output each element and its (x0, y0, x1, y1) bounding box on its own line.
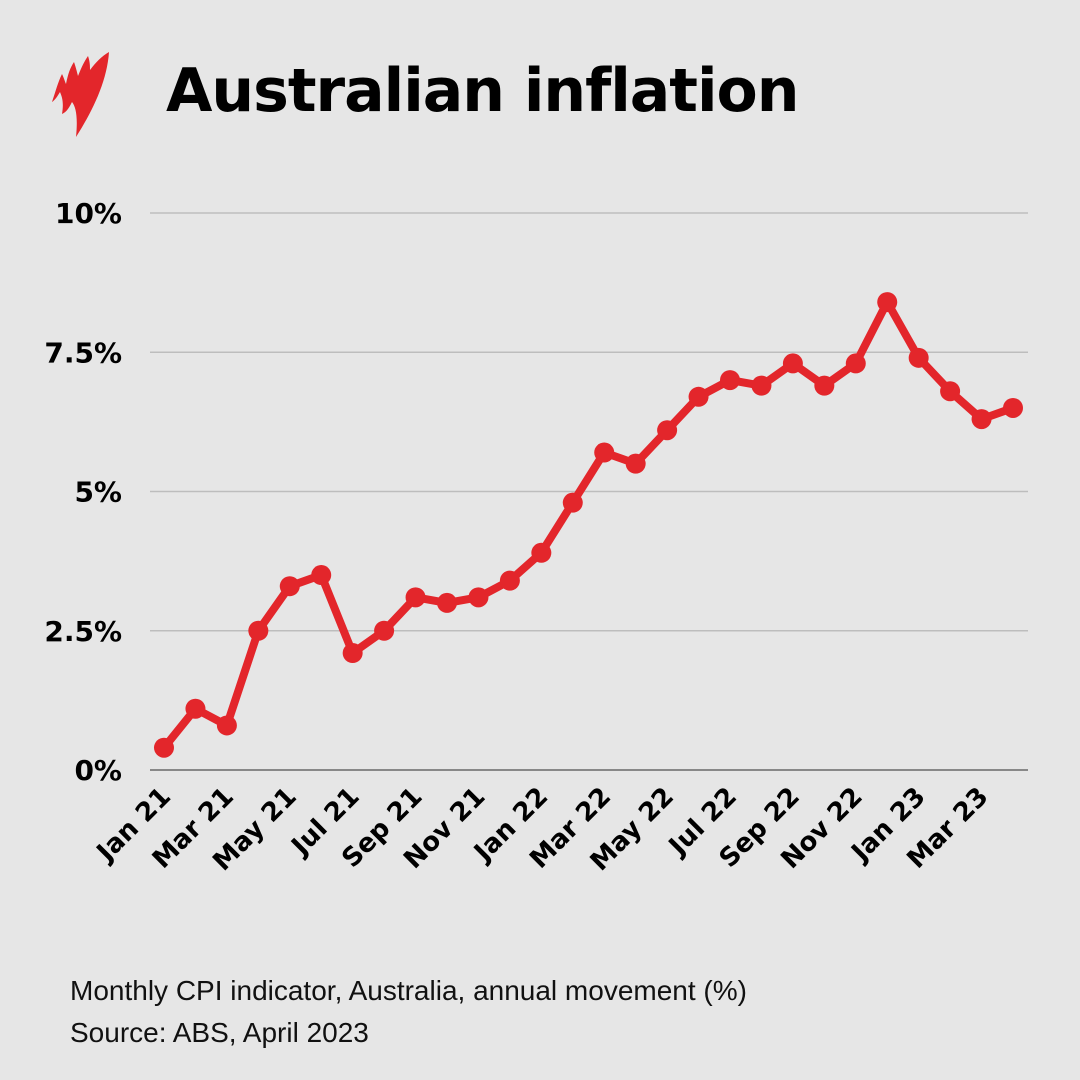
data-point (814, 375, 835, 396)
data-point (657, 420, 678, 441)
data-point (374, 620, 395, 641)
data-point (594, 442, 615, 463)
chart-source: Source: ABS, April 2023 (70, 1017, 369, 1048)
data-point (468, 587, 489, 608)
data-point (940, 381, 961, 402)
data-point (311, 565, 332, 586)
data-point (720, 370, 740, 391)
data-line (160, 298, 1017, 752)
data-point (185, 698, 206, 719)
data-point (405, 587, 426, 608)
data-point (279, 576, 300, 597)
data-point (1003, 397, 1023, 418)
chart-title: Australian inflation (166, 56, 799, 126)
y-tick-label: 10% (55, 197, 122, 230)
data-point (499, 570, 520, 591)
y-tick-label: 0% (74, 754, 122, 787)
data-point (751, 375, 772, 396)
data-point (562, 492, 583, 513)
y-tick-label: 7.5% (44, 336, 122, 369)
sbs-logo (52, 52, 109, 137)
data-point (688, 386, 709, 407)
data-point (342, 643, 363, 664)
chart-footnote: Monthly CPI indicator, Australia, annual… (70, 975, 747, 1006)
data-point (845, 353, 866, 374)
data-point (531, 542, 552, 563)
data-point (437, 592, 457, 613)
data-point (154, 737, 174, 758)
data-point (908, 347, 929, 368)
y-tick-label: 5% (74, 476, 122, 509)
data-point (877, 292, 898, 313)
data-point (971, 409, 992, 430)
data-point (625, 453, 646, 474)
data-point (782, 353, 803, 374)
data-point (248, 620, 269, 641)
data-point (216, 715, 237, 736)
y-tick-label: 2.5% (44, 615, 122, 648)
